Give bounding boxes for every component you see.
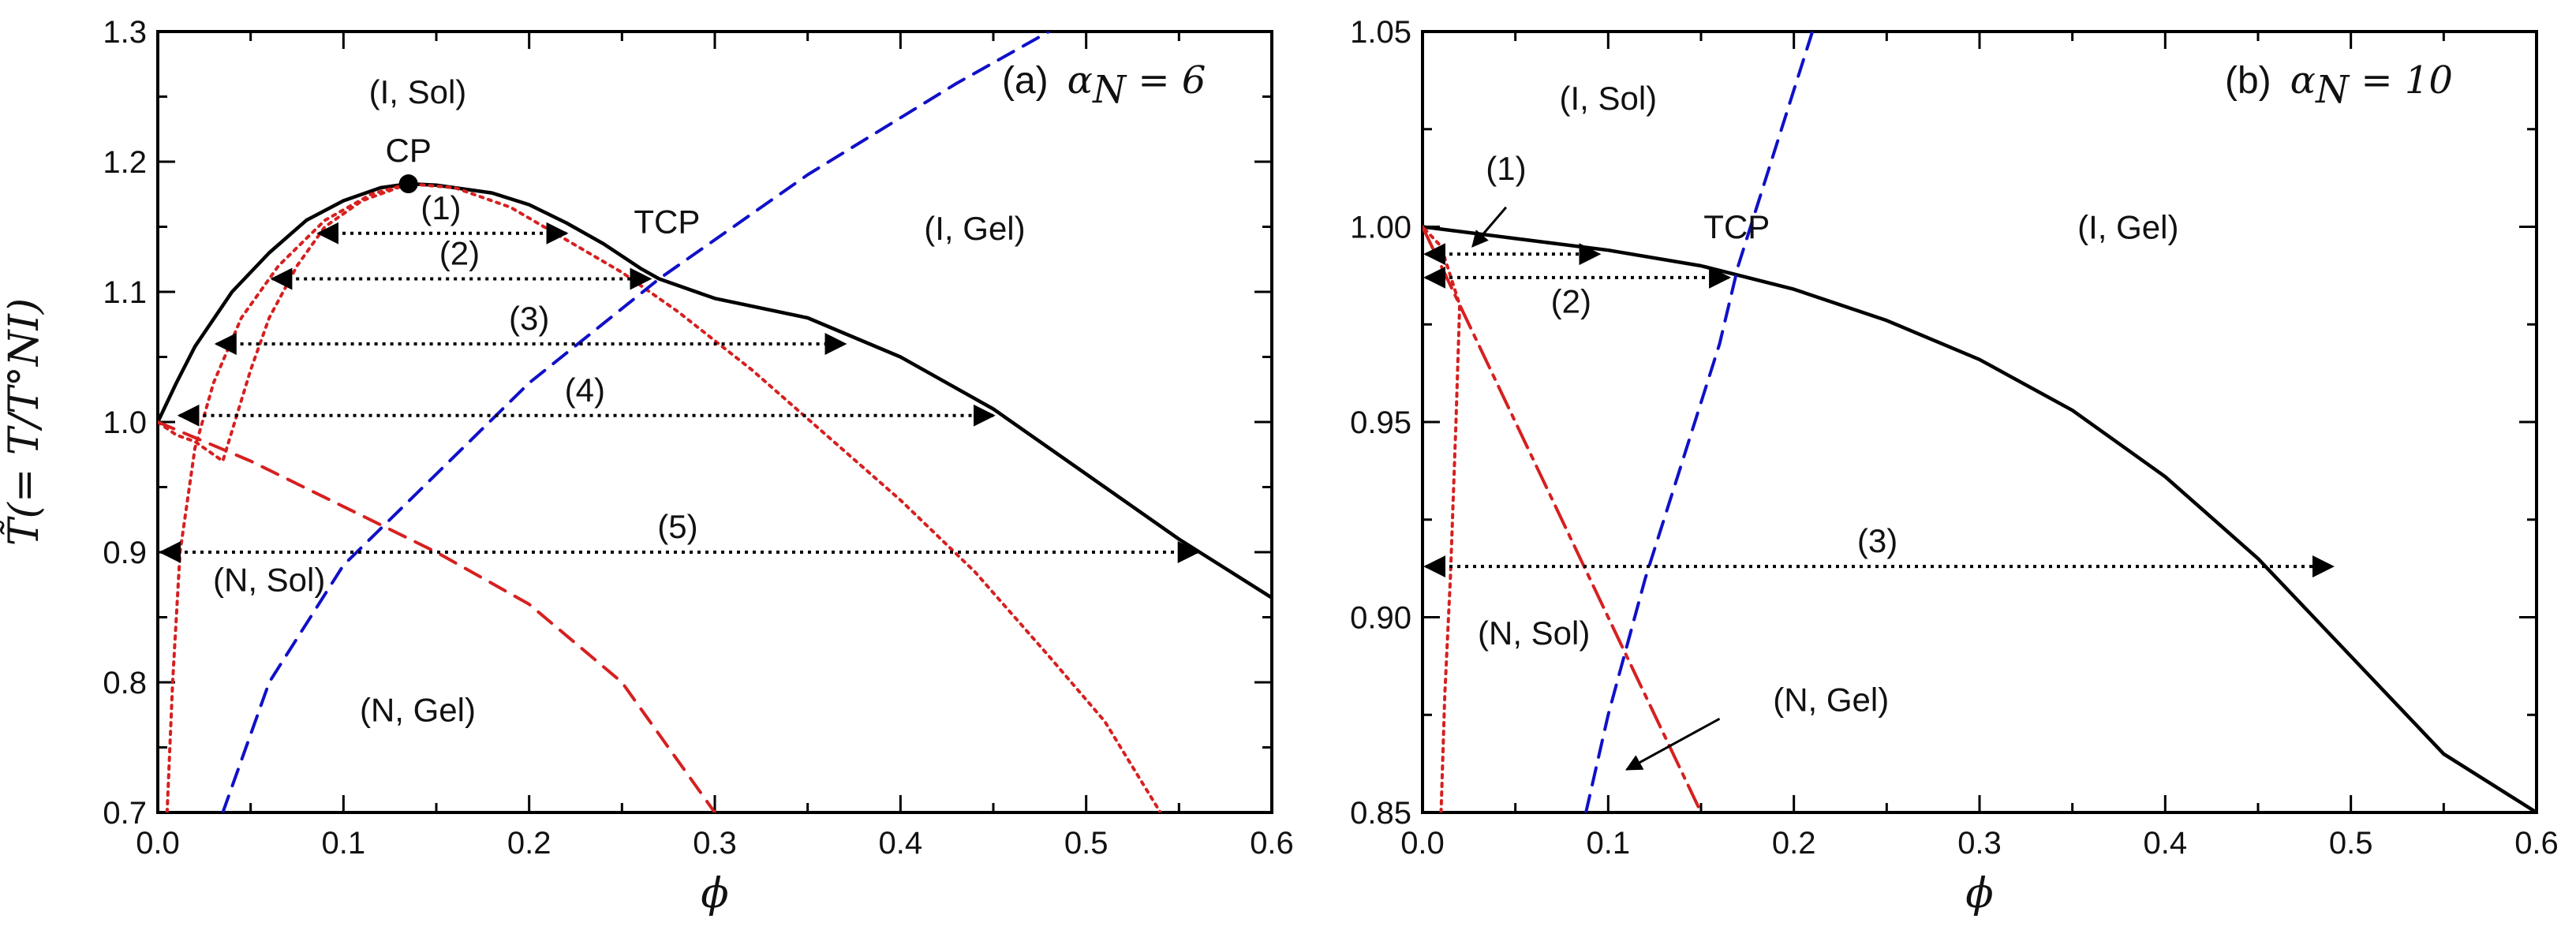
annotation-arrow <box>1471 206 1508 248</box>
series-binodal <box>1423 225 2537 812</box>
x-tick-label: 0.5 <box>2329 826 2373 861</box>
y-tick-label: 1.1 <box>103 275 147 310</box>
tie-line-label: (3) <box>509 300 549 337</box>
x-tick-label: 0.0 <box>136 826 180 861</box>
tie-line-label: (1) <box>421 189 461 226</box>
alpha-value: = 6 <box>1126 58 1206 103</box>
y-axis-label: T̃(= T/T°NI) <box>0 298 48 546</box>
point-label: CP <box>386 132 432 169</box>
region-label: (1) <box>1486 150 1526 187</box>
series-binodal <box>158 181 1272 600</box>
y-tick-label: 0.9 <box>103 536 147 570</box>
series-NI-line <box>1423 225 1703 812</box>
point-label: TCP <box>1703 208 1770 245</box>
region-label: (I, Gel) <box>2077 208 2178 245</box>
x-axis-label: ϕ <box>701 870 728 917</box>
panel-title: (a) αN = 6 <box>1002 58 1206 112</box>
x-tick-label: 0.1 <box>1587 826 1631 861</box>
critical-point-marker <box>398 174 418 194</box>
x-tick-label: 0.3 <box>693 826 737 861</box>
alpha-symbol: α <box>1067 58 1093 103</box>
x-tick-label: 0.4 <box>2144 826 2188 861</box>
tie-line-label: (5) <box>657 508 697 545</box>
point-label: TCP <box>634 203 700 240</box>
series-spinodal-inner <box>158 182 410 463</box>
region-label: (I, Gel) <box>924 210 1025 247</box>
region-label: (I, Sol) <box>369 73 467 110</box>
x-tick-label: 0.4 <box>879 826 923 861</box>
y-tick-label: 1.05 <box>1350 15 1411 50</box>
alpha-value: = 10 <box>2349 58 2453 103</box>
x-tick-label: 0.0 <box>1400 826 1445 861</box>
region-label: (N, Gel) <box>1773 681 1889 718</box>
series-sol-gel <box>1584 32 1815 812</box>
x-tick-label: 0.1 <box>322 826 366 861</box>
region-label: (I, Sol) <box>1559 80 1657 117</box>
x-tick-label: 0.6 <box>1250 826 1294 861</box>
y-tick-label: 1.0 <box>103 405 147 440</box>
panel-a: 0.0 0.1 0.2 0.3 0.4 0.5 0.6 0.7 0.8 0.9 1.0 1.1 1.2 1… <box>0 15 1294 917</box>
x-tick-label: 0.6 <box>2514 826 2559 861</box>
alpha-symbol: α <box>2290 58 2316 103</box>
x-tick-label: 0.2 <box>1772 826 1816 861</box>
tie-line-label: (4) <box>565 372 605 409</box>
x-tick-label: 0.5 <box>1064 826 1109 861</box>
tie-line-label: (3) <box>1857 522 1897 559</box>
tie-line-label: (2) <box>439 235 480 272</box>
y-tick-label: 1.3 <box>103 15 147 50</box>
y-tick-label: 0.85 <box>1350 796 1411 831</box>
region-label: (N, Gel) <box>360 692 476 729</box>
region-label: (N, Sol) <box>1478 614 1590 652</box>
y-tick-label: 0.90 <box>1350 601 1411 636</box>
series-sol-gel <box>221 32 1051 812</box>
region-label: (2) <box>1551 282 1591 319</box>
panel-b: 0.0 0.1 0.2 0.3 0.4 0.5 0.6 0.85 0.90 0.95 1.00 1.0… <box>1350 15 2559 917</box>
series-NI-line <box>158 420 716 812</box>
x-tick-label: 0.2 <box>507 826 551 861</box>
series-spinodal <box>165 182 1162 812</box>
x-axis-label: ϕ <box>1965 870 1993 917</box>
x-tick-label: 0.3 <box>1957 826 2002 861</box>
panel-tag: (a) <box>1002 60 1049 102</box>
curves <box>158 32 1272 812</box>
series-spinodal <box>1423 225 1462 812</box>
alpha-subscript: N <box>1092 68 1127 112</box>
curves <box>1423 32 2537 812</box>
plot-frame <box>156 30 1273 814</box>
y-tick-label: 0.95 <box>1350 405 1411 440</box>
y-tick-label: 1.00 <box>1350 211 1411 245</box>
plot-frame <box>1421 30 2538 814</box>
alpha-subscript: N <box>2315 68 2350 112</box>
annotation-arrow <box>1625 717 1721 771</box>
y-tick-label: 0.7 <box>103 796 147 831</box>
region-label: (N, Sol) <box>213 562 325 599</box>
panel-tag: (b) <box>2225 60 2271 102</box>
y-tick-label: 1.2 <box>103 145 147 180</box>
y-tick-label: 0.8 <box>103 666 147 700</box>
panel-title: (b) αN = 10 <box>2225 58 2453 112</box>
